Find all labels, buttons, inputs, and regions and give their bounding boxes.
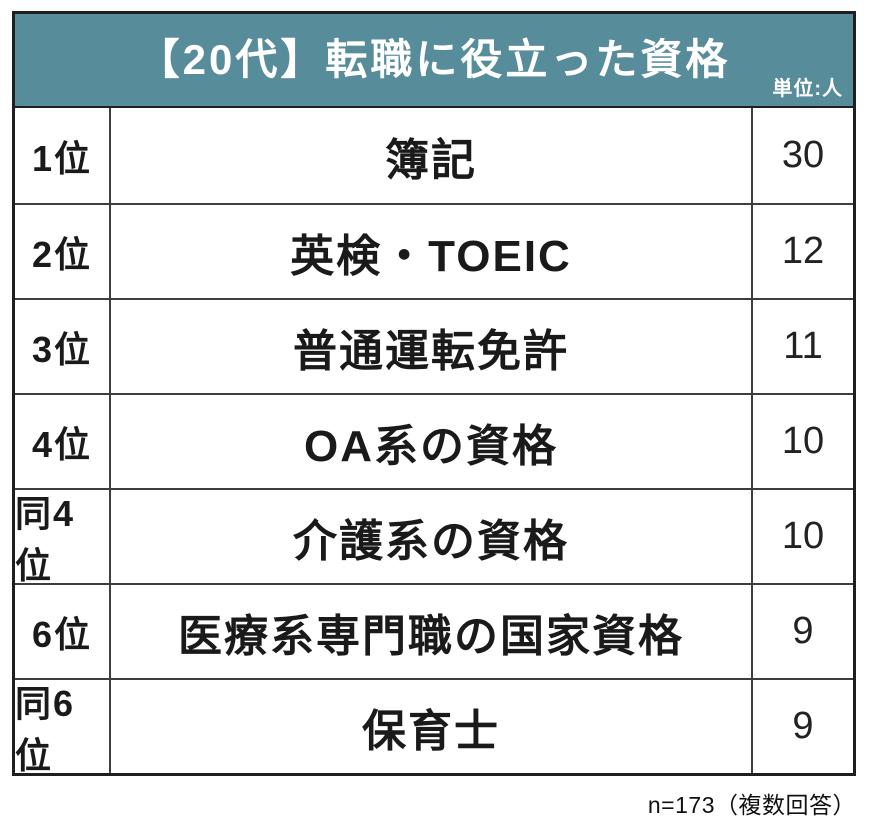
table-row: 4位 OA系の資格 10	[15, 393, 853, 488]
rank-cell: 同6位	[15, 682, 76, 776]
rank-cell: 2位	[31, 233, 93, 275]
value-cell: 30	[781, 134, 825, 176]
rank-cell: 6位	[31, 613, 93, 655]
name-cell: 普通運転免許	[109, 300, 753, 393]
table-row: 3位 普通運転免許 11	[15, 298, 853, 393]
value-cell: 12	[781, 230, 825, 272]
name-cell: OA系の資格	[109, 395, 753, 488]
value-cell: 10	[781, 515, 825, 557]
rank-cell: 3位	[31, 328, 93, 370]
table-row: 1位 簿記 30	[15, 108, 853, 203]
unit-label: 単位:人	[772, 78, 843, 100]
value-cell: 10	[781, 420, 825, 462]
name-cell: 介護系の資格	[109, 490, 753, 583]
name-cell: 英検・TOEIC	[109, 205, 753, 298]
sample-size-note: n=173（複数回答）	[647, 792, 856, 818]
rank-cell: 4位	[31, 423, 93, 465]
table-row: 同6位 保育士 9	[15, 678, 853, 776]
table-row: 同4位 介護系の資格 10	[15, 488, 853, 586]
table-header: 【20代】転職に役立った資格 単位:人	[15, 14, 853, 108]
value-cell: 11	[783, 325, 823, 367]
ranking-table: 【20代】転職に役立った資格 単位:人 1位 簿記 30 2位 英検・TOEIC…	[12, 11, 856, 776]
table-row: 6位 医療系専門職の国家資格 9	[15, 583, 853, 678]
value-cell: 9	[792, 705, 814, 747]
name-cell: 簿記	[109, 108, 753, 203]
rank-cell: 1位	[31, 137, 93, 179]
page-title: 【20代】転職に役立った資格	[137, 36, 731, 83]
value-cell: 9	[792, 610, 814, 652]
name-cell: 保育士	[109, 680, 753, 773]
table-row: 2位 英検・TOEIC 12	[15, 203, 853, 298]
rank-cell: 同4位	[15, 492, 76, 586]
name-cell: 医療系専門職の国家資格	[109, 585, 753, 678]
